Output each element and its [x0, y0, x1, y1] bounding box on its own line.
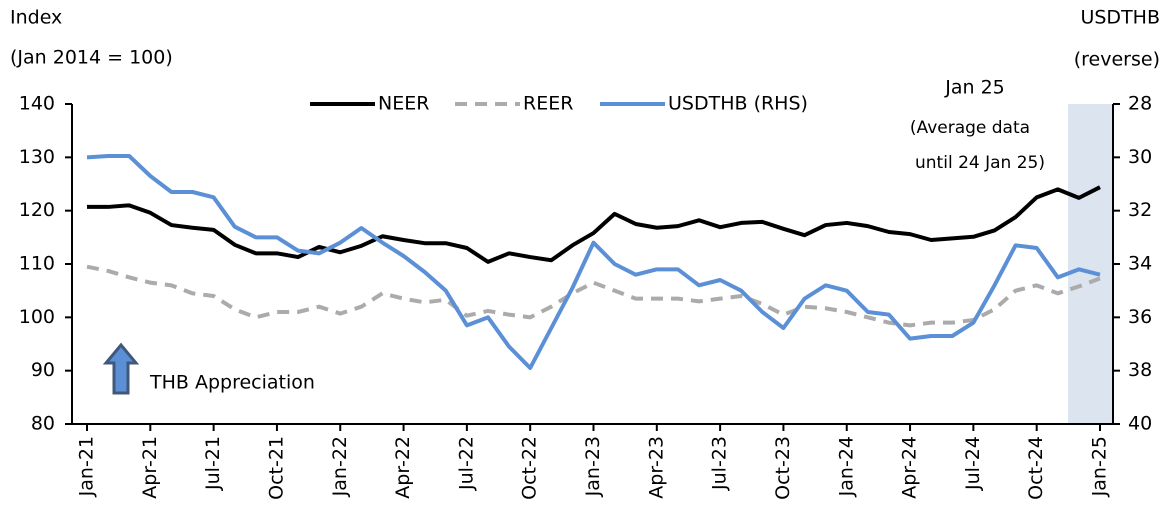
- x-tick-label: Jul-22: [455, 436, 477, 491]
- y-label: Index: [10, 7, 62, 29]
- y-tick-label: 120: [19, 199, 55, 221]
- arrow-label: THB Appreciation: [149, 372, 315, 394]
- x-tick-label: Apr-23: [645, 436, 667, 499]
- x-tick-label: Jul-24: [962, 436, 984, 491]
- x-tick-label: Oct-21: [265, 436, 287, 500]
- y2-label: USDTHB: [1080, 7, 1160, 29]
- y2-tick-label: 38: [1128, 359, 1152, 381]
- y-tick-label: 110: [19, 253, 55, 275]
- x-tick-label: Jan-24: [835, 436, 857, 497]
- x-tick-label: Apr-22: [392, 436, 414, 499]
- x-tick-label: Jan-22: [329, 436, 351, 497]
- y2-tick-label: 30: [1128, 146, 1152, 168]
- legend-label: REER: [523, 93, 573, 115]
- line-series: [86, 154, 1101, 370]
- x-tick-label: Jan-25: [1089, 436, 1111, 497]
- x-tick-label: Apr-21: [139, 436, 161, 499]
- x-tick-label: Jul-23: [709, 436, 731, 491]
- y-label: (Jan 2014 = 100): [10, 47, 173, 69]
- y-tick-label: 80: [31, 413, 55, 435]
- x-tick-label: Apr-24: [899, 436, 921, 499]
- y-tick-label: 140: [19, 93, 55, 115]
- y-tick-label: 100: [19, 306, 55, 328]
- y2-tick-label: 40: [1128, 413, 1152, 435]
- highlight-band: [1068, 104, 1113, 424]
- annotation: until 24 Jan 25): [915, 153, 1045, 173]
- line-series: [86, 264, 1101, 328]
- arrow: [102, 342, 140, 395]
- y2-tick-label: 32: [1128, 199, 1152, 221]
- y2-label: (reverse): [1074, 49, 1160, 71]
- annotation: (Average data: [910, 118, 1030, 138]
- x-tick-label: Oct-24: [1025, 436, 1047, 500]
- y2-tick-label: 28: [1128, 93, 1152, 115]
- y-tick-label: 90: [31, 359, 55, 381]
- annotation: Jan 25: [944, 77, 1005, 99]
- legend-label: USDTHB (RHS): [668, 93, 808, 115]
- y2-tick-label: 34: [1128, 253, 1152, 275]
- x-tick-label: Oct-22: [519, 436, 541, 500]
- x-tick-label: Jan-21: [76, 436, 98, 497]
- legend-label: NEER: [378, 93, 429, 115]
- x-tick-label: Jan-23: [582, 436, 604, 497]
- y2-tick-label: 36: [1128, 306, 1152, 328]
- line-series: [87, 185, 1101, 264]
- y-tick-label: 130: [19, 146, 55, 168]
- x-tick-label: Jul-21: [202, 436, 224, 491]
- x-tick-label: Oct-23: [772, 436, 794, 500]
